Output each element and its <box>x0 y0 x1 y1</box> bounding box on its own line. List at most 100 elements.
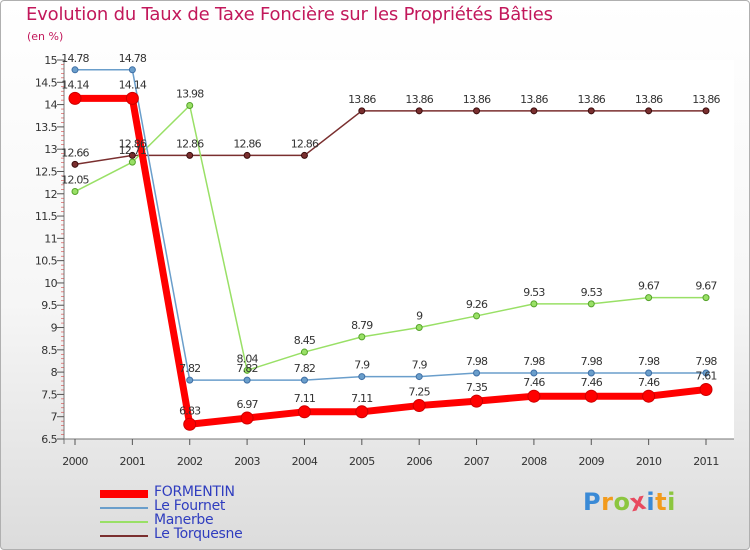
y-tick-label: 11.5 <box>35 210 58 223</box>
data-point <box>240 411 254 425</box>
data-point <box>71 188 79 196</box>
data-label: 7.82 <box>236 362 257 375</box>
data-label: 13.86 <box>635 93 663 106</box>
x-tick-label: 2008 <box>521 455 547 468</box>
data-point <box>415 373 423 381</box>
data-point <box>587 300 595 308</box>
data-label: 12.71 <box>119 144 147 157</box>
data-label: 9.67 <box>695 280 717 293</box>
data-label: 6.83 <box>179 404 201 417</box>
x-tick-label: 2004 <box>292 455 318 468</box>
data-point <box>358 107 366 115</box>
legend: FORMENTIN Le Fournet Manerbe Le Torquesne <box>100 484 300 542</box>
data-point <box>300 376 308 384</box>
data-label: 12.05 <box>61 174 89 187</box>
y-tick-label: 14.5 <box>35 76 58 89</box>
data-label: 7.61 <box>695 370 716 383</box>
data-point <box>300 151 308 159</box>
logo-letter: o <box>613 488 631 516</box>
data-label: 7.82 <box>179 362 200 375</box>
y-tick-label: 11 <box>44 232 57 245</box>
data-point <box>355 405 369 419</box>
data-point <box>358 373 366 381</box>
logo-letter: P <box>583 488 602 516</box>
data-label: 9.67 <box>638 280 660 293</box>
data-point <box>645 294 653 302</box>
y-tick-label: 8 <box>51 366 58 379</box>
legend-swatch <box>100 535 148 537</box>
series-le-fournet <box>71 66 710 384</box>
series-line <box>71 94 710 428</box>
data-point <box>186 376 194 384</box>
data-label: 9.26 <box>466 298 488 311</box>
data-label: 13.86 <box>348 93 376 106</box>
data-point <box>587 107 595 115</box>
data-point <box>702 294 710 302</box>
data-label: 13.86 <box>463 93 491 106</box>
x-tick-label: 2006 <box>406 455 432 468</box>
x-tick-label: 2011 <box>693 455 719 468</box>
y-tick-label: 13.5 <box>35 121 58 134</box>
data-point <box>530 300 538 308</box>
data-point <box>243 366 251 374</box>
series-line <box>74 104 707 372</box>
data-label: 8.45 <box>294 334 316 347</box>
data-point <box>71 66 79 74</box>
data-label: 14.14 <box>61 78 89 91</box>
data-point <box>587 369 595 377</box>
data-point <box>415 324 423 332</box>
data-label: 9.53 <box>581 286 603 299</box>
x-tick-label: 2007 <box>464 455 490 468</box>
y-tick-label: 6.5 <box>41 433 57 446</box>
data-point <box>473 312 481 320</box>
series-line <box>74 110 707 166</box>
data-label: 7.46 <box>581 376 603 389</box>
data-label: 12.86 <box>119 137 147 150</box>
data-point <box>243 376 251 384</box>
series-line <box>74 69 707 381</box>
y-tick-label: 13 <box>44 143 57 156</box>
proxiti-logo: Proxiti <box>583 487 676 518</box>
data-point <box>702 369 710 377</box>
data-label: 13.86 <box>520 93 548 106</box>
logo-letter: t <box>655 488 668 516</box>
legend-swatch <box>100 521 148 523</box>
data-label: 7.11 <box>294 392 315 405</box>
plot-area <box>64 60 734 439</box>
data-label: 13.86 <box>405 93 433 106</box>
data-point <box>415 107 423 115</box>
data-label: 8.79 <box>351 319 373 332</box>
chart-title: Evolution du Taux de Taxe Foncière sur l… <box>26 4 553 25</box>
data-label: 7.9 <box>354 359 370 372</box>
legend-label: Le Torquesne <box>154 526 243 542</box>
data-point <box>645 369 653 377</box>
data-point <box>300 348 308 356</box>
data-label: 9 <box>416 310 423 323</box>
y-tick-label: 14 <box>44 99 57 112</box>
data-point <box>358 333 366 341</box>
data-label: 7.46 <box>638 376 660 389</box>
y-tick-label: 10.5 <box>35 255 58 268</box>
data-label: 8.04 <box>236 352 258 365</box>
data-point <box>645 107 653 115</box>
data-label: 14.78 <box>61 52 89 65</box>
data-point <box>530 107 538 115</box>
data-label: 7.98 <box>581 355 603 368</box>
data-label: 13.98 <box>176 87 204 100</box>
legend-label: Le Fournet <box>154 498 226 514</box>
data-point <box>183 417 197 431</box>
data-point <box>297 405 311 419</box>
legend-item: FORMENTIN <box>100 484 300 500</box>
y-tick-label: 7 <box>51 411 58 424</box>
x-tick-label: 2005 <box>349 455 375 468</box>
data-point <box>68 91 82 105</box>
legend-swatch <box>100 507 148 509</box>
data-label: 7.35 <box>466 381 488 394</box>
data-point <box>527 389 541 403</box>
data-label: 13.86 <box>578 93 606 106</box>
x-tick-label: 2000 <box>62 455 88 468</box>
data-point <box>128 158 136 166</box>
series-manerbe <box>71 101 710 374</box>
data-label: 12.86 <box>233 137 261 150</box>
